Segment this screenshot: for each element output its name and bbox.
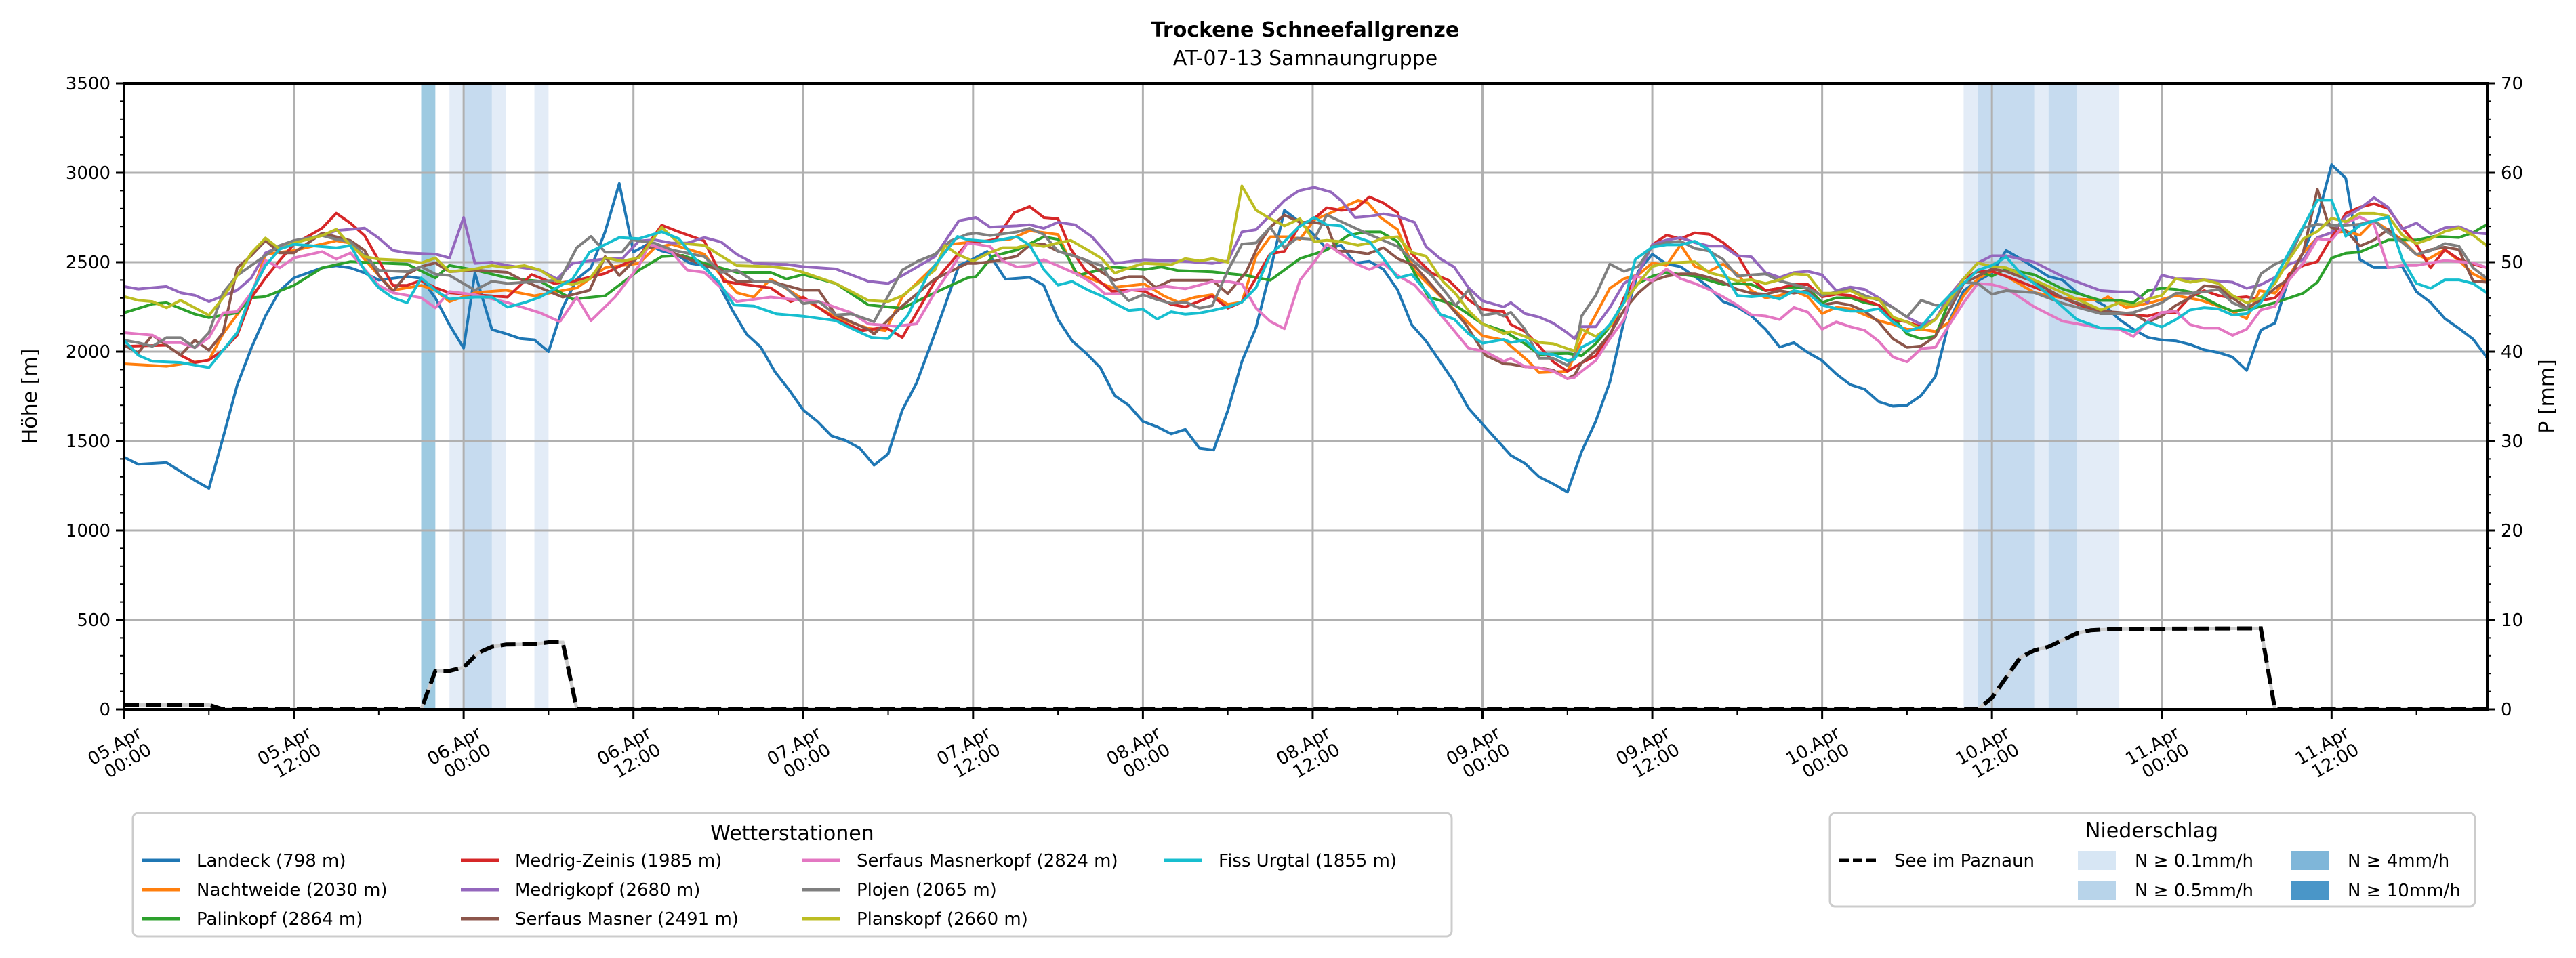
y-axis-label: Höhe [m]: [18, 349, 42, 444]
precip-band: [491, 83, 506, 709]
x-tick-label: 09.Apr00:00: [1443, 723, 1513, 787]
x-tick-label: 07.Apr12:00: [934, 723, 1004, 787]
precip-band: [1963, 83, 1978, 709]
x-tick-label: 11.Apr00:00: [2122, 723, 2192, 787]
legend-label: Fiss Urgtal (1855 m): [1219, 851, 1397, 871]
precip-band: [449, 83, 464, 709]
legend-precip-label: N ≥ 0.5mm/h: [2135, 881, 2253, 901]
chart-subtitle: AT-07-13 Samnaungruppe: [1173, 47, 1437, 70]
legend-label: Plojen (2065 m): [857, 880, 997, 900]
x-tick-label: 08.Apr12:00: [1273, 723, 1344, 787]
y2-tick-label: 0: [2501, 700, 2512, 720]
x-tick-label: 10.Apr12:00: [1953, 723, 2023, 787]
y2-tick-label: 70: [2501, 74, 2523, 94]
y-tick-label: 2500: [66, 253, 110, 273]
y2-tick-label: 50: [2501, 253, 2523, 273]
lake-precip-line: [124, 626, 2487, 711]
series-line: [123, 188, 2488, 380]
precip-band: [421, 83, 436, 709]
legend-stations-title: Wetterstationen: [710, 822, 874, 846]
x-tick-label: 09.Apr12:00: [1613, 723, 1683, 787]
legend-precip: Niederschlag See im Paznaun N ≥ 0.1mm/h N…: [1828, 812, 2476, 908]
x-tick-label: 05.Apr00:00: [85, 723, 155, 787]
legend-label: Serfaus Masnerkopf (2824 m): [857, 851, 1118, 871]
series-lines: [123, 163, 2489, 494]
y-tick-label: 1000: [66, 521, 110, 541]
legend-precip-label: N ≥ 4mm/h: [2348, 851, 2449, 871]
lake-precip-path: [124, 626, 2487, 711]
precip-band: [2077, 83, 2120, 709]
x-tick-label: 06.Apr12:00: [594, 723, 664, 787]
y2-tick-label: 10: [2501, 610, 2523, 631]
precip-band: [464, 83, 492, 709]
x-tick-label: 11.Apr12:00: [2292, 723, 2363, 787]
legend-precip-swatch: [2078, 851, 2116, 870]
legend-label: Palinkopf (2864 m): [197, 909, 363, 930]
precip-band: [2034, 83, 2049, 709]
y-tick-label: 0: [99, 700, 110, 720]
legend-label: Serfaus Masner (2491 m): [515, 909, 739, 930]
legend-label: Planskopf (2660 m): [857, 909, 1028, 930]
y2-tick-label: 20: [2501, 521, 2523, 541]
grid-lines: [124, 83, 2487, 709]
x-tick-label: 08.Apr00:00: [1103, 723, 1174, 787]
legend-precip-label: N ≥ 0.1mm/h: [2135, 851, 2253, 871]
plot-frame: [123, 82, 2489, 711]
legend-precip-title: Niederschlag: [2085, 819, 2218, 843]
x-tick-label: 06.Apr00:00: [424, 723, 495, 787]
y-tick-label: 3000: [66, 163, 110, 184]
legend-label: Medrigkopf (2680 m): [515, 880, 700, 900]
y2-tick-label: 30: [2501, 432, 2523, 452]
y-tick-label: 500: [77, 610, 110, 631]
legend-precip-swatch: [2291, 881, 2329, 900]
series-line: [123, 213, 2489, 367]
legend-lake-label: See im Paznaun: [1894, 851, 2035, 871]
y2-tick-label: 40: [2501, 342, 2523, 362]
legend-stations: Wetterstationen Landeck (798 m) Nachtweid…: [131, 812, 1453, 938]
legend-label: Nachtweide (2030 m): [197, 880, 388, 900]
legend-precip-label: N ≥ 10mm/h: [2348, 881, 2461, 901]
y2-axis-label: P [mm]: [2535, 359, 2559, 433]
y-tick-label: 1500: [66, 432, 110, 452]
x-tick-label: 07.Apr00:00: [764, 723, 834, 787]
precip-bands: [421, 83, 2120, 709]
y-tick-label: 2000: [66, 342, 110, 362]
x-tick-label: 05.Apr12:00: [254, 723, 325, 787]
legend-label: Landeck (798 m): [197, 851, 346, 871]
series-line: [123, 163, 2489, 494]
y2-tick-label: 60: [2501, 163, 2523, 184]
legend-precip-swatch: [2291, 851, 2329, 870]
legend-precip-swatch: [2078, 881, 2116, 900]
precip-band: [2048, 83, 2077, 709]
y-tick-label: 3500: [66, 74, 110, 94]
series-line: [123, 199, 2489, 369]
precip-band: [1978, 83, 2035, 709]
x-tick-label: 10.Apr00:00: [1782, 723, 1853, 787]
legend-label: Medrig-Zeinis (1985 m): [515, 851, 722, 871]
precip-band: [534, 83, 549, 709]
chart-title: Trockene Schneefallgrenze: [1151, 18, 1459, 42]
